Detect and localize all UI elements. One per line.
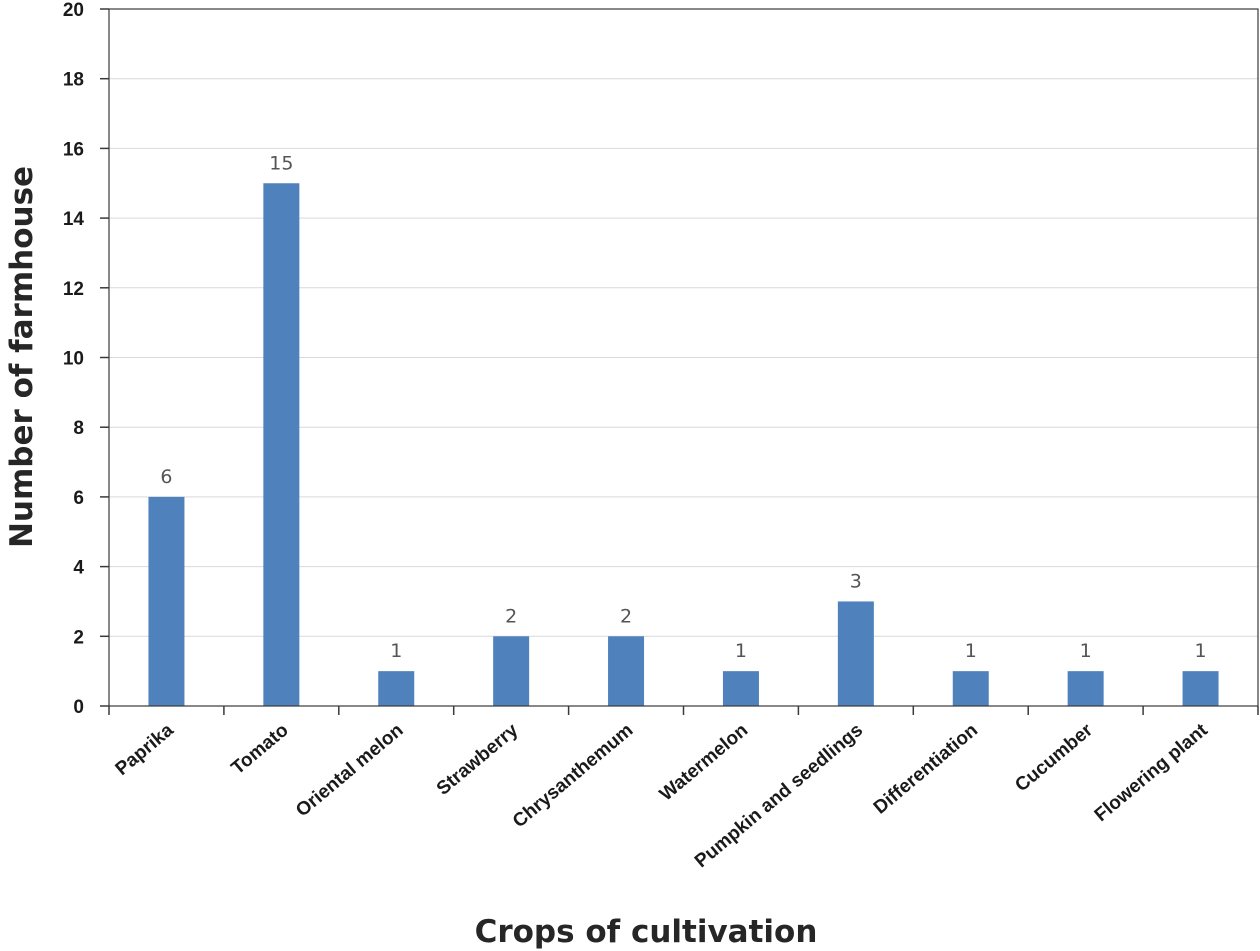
bar [148, 496, 185, 706]
x-tick-label: Oriental melon [292, 720, 407, 822]
bar [263, 183, 300, 706]
y-tick-label: 18 [63, 70, 84, 91]
data-label: 3 [850, 570, 862, 592]
y-tick-label: 8 [73, 418, 84, 439]
x-tick-label: Differentiation [870, 720, 982, 819]
x-axis-title: Crops of cultivation [475, 914, 818, 950]
bar [722, 671, 759, 706]
data-label: 6 [160, 466, 172, 488]
bar [1182, 671, 1219, 706]
x-tick-label: Flowering plant [1091, 719, 1213, 826]
data-labels: 6 15 1 2 2 1 3 1 1 1 [160, 152, 1206, 662]
data-label: 1 [1080, 640, 1092, 662]
y-tick-label: 0 [73, 697, 84, 718]
data-label: 1 [390, 640, 402, 662]
x-tick-label: Paprika [112, 719, 178, 779]
y-tick-label: 14 [63, 209, 85, 230]
y-tick-label: 10 [63, 349, 84, 370]
data-label: 1 [1195, 640, 1207, 662]
y-tick-label: 16 [63, 139, 84, 160]
bar [952, 671, 989, 706]
x-tick-label: Chrysanthemum [509, 720, 637, 832]
data-label: 1 [735, 640, 747, 662]
bar [493, 636, 530, 706]
x-tick-label: Watermelon [656, 720, 752, 806]
x-tick-label: Strawberry [433, 719, 523, 799]
data-label: 2 [505, 605, 517, 627]
y-tick-label: 2 [73, 627, 84, 648]
y-tick-label: 12 [63, 279, 84, 300]
bars [148, 183, 1219, 706]
y-axis-title: Number of farmhouse [4, 166, 40, 548]
x-tick-label: Tomato [228, 720, 293, 779]
x-axis-ticks: Paprika Tomato Oriental melon StrawberryChr… [108, 706, 1259, 872]
data-label: 1 [965, 640, 977, 662]
data-label: 2 [620, 605, 632, 627]
bar [1067, 671, 1104, 706]
y-tick-label: 4 [73, 558, 84, 579]
data-label: 15 [269, 152, 293, 174]
bar [837, 601, 874, 706]
y-tick-label: 6 [73, 488, 84, 509]
x-tick-label: Cucumber [1011, 719, 1097, 796]
y-axis-ticks: 0 2 4 6 8 10 12 14 16 18 20 [63, 0, 109, 718]
bar [608, 636, 645, 706]
y-tick-label: 20 [63, 0, 84, 21]
bar [378, 671, 415, 706]
